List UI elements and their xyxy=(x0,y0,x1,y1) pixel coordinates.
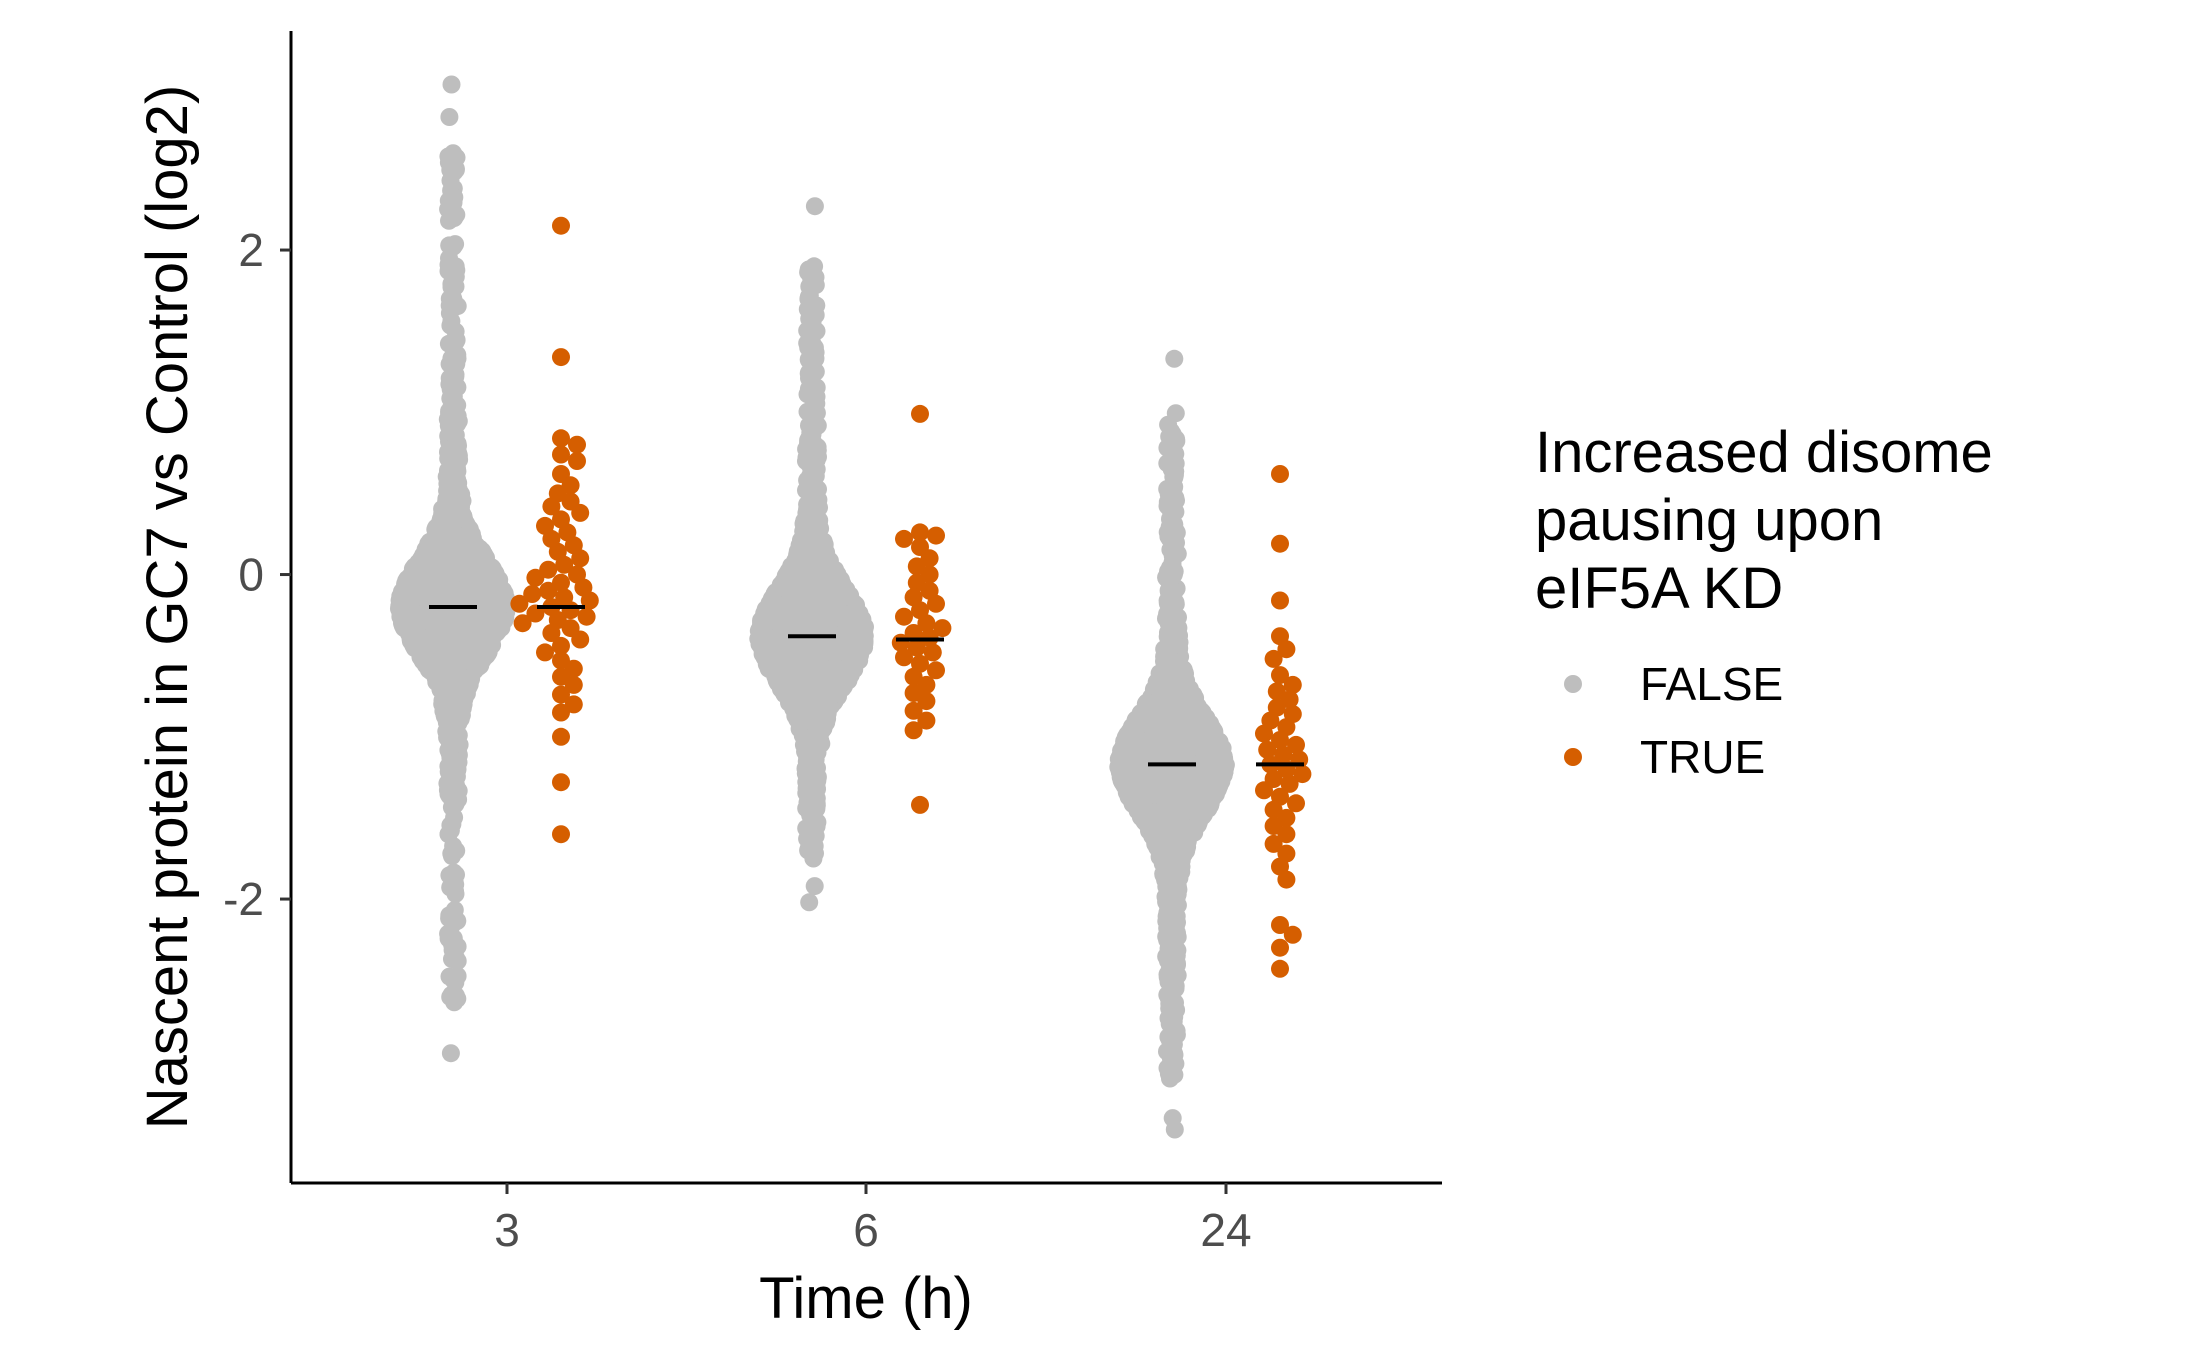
point-false xyxy=(447,148,466,167)
point-false xyxy=(486,594,505,613)
point-false xyxy=(444,289,462,307)
point-false xyxy=(447,441,466,460)
point-false xyxy=(447,331,466,349)
point-false xyxy=(441,1044,460,1063)
point-false xyxy=(446,365,465,384)
point-false xyxy=(443,707,462,726)
point-false xyxy=(447,951,466,970)
point-false xyxy=(447,484,466,503)
point-false xyxy=(440,236,459,255)
point-false xyxy=(415,633,434,652)
point-false xyxy=(439,191,458,210)
point-false xyxy=(447,632,466,651)
points-layer xyxy=(390,75,1312,1139)
point-false xyxy=(441,821,460,840)
point-false xyxy=(443,770,462,789)
point-false xyxy=(456,578,475,597)
point-false xyxy=(426,522,445,541)
point-false xyxy=(444,863,463,882)
point-false xyxy=(441,738,460,757)
point-false xyxy=(482,558,501,577)
point-false xyxy=(443,915,462,934)
point-false xyxy=(442,75,461,94)
point-false xyxy=(444,971,463,990)
point-false xyxy=(405,611,424,630)
point-false xyxy=(442,423,461,442)
point-false xyxy=(440,304,459,323)
point-false xyxy=(448,349,467,368)
point-false xyxy=(445,209,464,227)
point-false xyxy=(426,560,445,579)
point-false xyxy=(442,463,461,482)
point-false xyxy=(443,847,461,866)
point-false xyxy=(440,108,459,126)
point-false xyxy=(425,606,443,625)
point-false xyxy=(472,639,491,658)
point-false xyxy=(393,584,412,603)
point-false xyxy=(446,795,465,814)
point-false xyxy=(448,406,467,425)
point-false xyxy=(442,388,460,407)
